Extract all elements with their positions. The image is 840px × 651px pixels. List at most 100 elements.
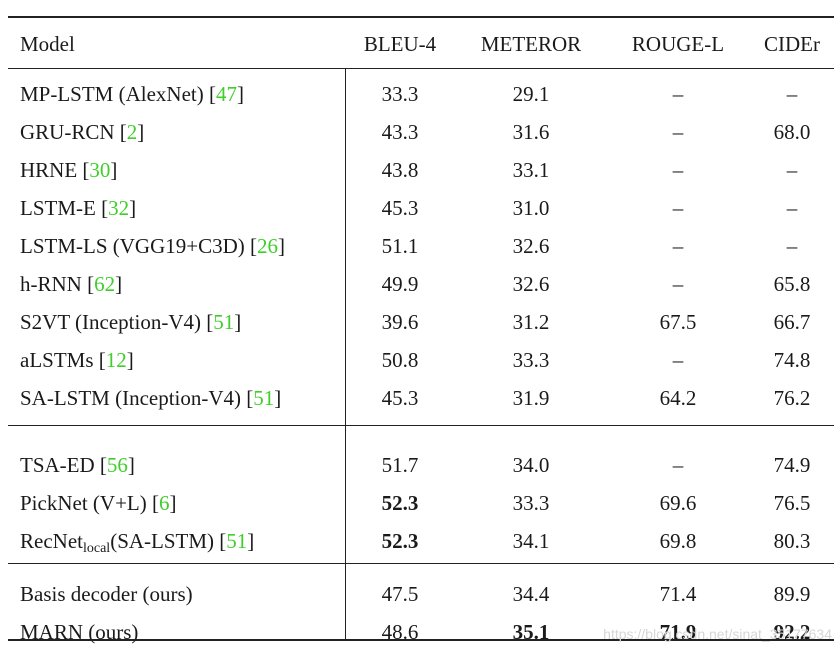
cider-score: 66.7 [773, 310, 811, 334]
cider-score: 65.8 [773, 272, 811, 296]
table-row: PickNet (V+L) [6] 52.3 33.3 69.6 76.5 [8, 484, 834, 522]
model-label: RecNet [20, 529, 83, 553]
citation-link[interactable]: 26 [257, 234, 279, 258]
meteor-score: 32.6 [512, 272, 550, 296]
meteor-score: 33.3 [512, 348, 550, 372]
table-row: GRU-RCN [2] 43.3 31.6 – 68.0 [8, 113, 834, 151]
header-rule [8, 68, 834, 69]
model-name: S2VT (Inception-V4) [51] [20, 310, 242, 334]
model-label: HRNE [20, 158, 78, 182]
model-label: GRU-RCN [20, 120, 115, 144]
bleu-score: 49.9 [381, 272, 419, 296]
table-row: S2VT (Inception-V4) [51] 39.6 31.2 67.5 66.7 [8, 303, 834, 341]
meteor-score: 31.9 [512, 386, 550, 410]
meteor-score: 34.0 [512, 453, 550, 477]
citation-link[interactable]: 62 [94, 272, 116, 296]
bleu-score: 43.3 [381, 120, 419, 144]
cider-score: 68.0 [773, 120, 811, 144]
meteor-score: 32.6 [512, 234, 550, 258]
meteor-score: 34.1 [512, 529, 550, 553]
bleu-score: 45.3 [381, 196, 419, 220]
cider-score: – [786, 158, 798, 182]
cider-score: 74.9 [773, 453, 811, 477]
bleu-score: 51.1 [381, 234, 419, 258]
citation-link[interactable]: 32 [108, 196, 130, 220]
column-separator [345, 68, 346, 640]
bleu-score: 50.8 [381, 348, 419, 372]
model-name: LSTM-LS (VGG19+C3D) [26] [20, 234, 286, 258]
bottom-rule [8, 639, 834, 641]
model-name: TSA-ED [56] [20, 453, 135, 477]
table-row: TSA-ED [56] 51.7 34.0 – 74.9 [8, 446, 834, 484]
table-row: LSTM-E [32] 45.3 31.0 – – [8, 189, 834, 227]
cider-score: 76.2 [773, 386, 811, 410]
table-row: RecNetlocal(SA-LSTM) [51] 52.3 34.1 69.8 80.… [8, 522, 834, 560]
citation-link[interactable]: 6 [158, 491, 170, 515]
cider-score: 80.3 [773, 529, 811, 553]
model-name: HRNE [30] [20, 158, 118, 182]
model-label: Basis decoder (ours) [20, 582, 193, 606]
citation-link[interactable]: 12 [105, 348, 127, 372]
table-row: SA-LSTM (Inception-V4) [51] 45.3 31.9 64.2 7… [8, 379, 834, 417]
cider-score: – [786, 234, 798, 258]
model-label: aLSTMs [20, 348, 94, 372]
citation-link[interactable]: 2 [126, 120, 138, 144]
model-name: Basis decoder (ours) [20, 575, 193, 613]
rouge-score: – [672, 348, 684, 372]
cider-score: 76.5 [773, 491, 811, 515]
rouge-score: – [672, 272, 684, 296]
rouge-score: 67.5 [659, 310, 697, 334]
bleu-score: 52.3 [381, 529, 419, 553]
rouge-score: 64.2 [659, 386, 697, 410]
cider-score: – [786, 82, 798, 106]
model-label: S2VT (Inception-V4) [20, 310, 201, 334]
model-subscript: local [82, 541, 111, 556]
citation-link[interactable]: 51 [213, 310, 235, 334]
rouge-score: – [672, 234, 684, 258]
header-rouge: ROUGE-L [631, 32, 725, 56]
top-rule [8, 16, 834, 18]
cider-score: 89.9 [773, 582, 811, 606]
bleu-score: 48.6 [381, 620, 419, 644]
model-label: h-RNN [20, 272, 82, 296]
rouge-score: 69.8 [659, 529, 697, 553]
meteor-score: 35.1 [512, 620, 550, 644]
meteor-score: 33.1 [512, 158, 550, 182]
cider-score: – [786, 196, 798, 220]
model-name: aLSTMs [12] [20, 348, 134, 372]
meteor-score: 31.0 [512, 196, 550, 220]
meteor-score: 29.1 [512, 82, 550, 106]
model-name: LSTM-E [32] [20, 196, 137, 220]
rouge-score: – [672, 120, 684, 144]
group-rule-2 [8, 563, 834, 564]
citation-link[interactable]: 30 [89, 158, 111, 182]
watermark: https://blog.csdn.net/sinat_35177634 [603, 626, 832, 642]
rouge-score: – [672, 82, 684, 106]
model-label: LSTM-LS (VGG19+C3D) [20, 234, 245, 258]
meteor-score: 31.2 [512, 310, 550, 334]
bleu-score: 47.5 [381, 582, 419, 606]
table-row: LSTM-LS (VGG19+C3D) [26] 51.1 32.6 – – [8, 227, 834, 265]
meteor-score: 33.3 [512, 491, 550, 515]
citation-link[interactable]: 51 [253, 386, 275, 410]
bleu-score: 43.8 [381, 158, 419, 182]
header-model: Model [20, 32, 75, 56]
rouge-score: – [672, 158, 684, 182]
table-row: h-RNN [62] 49.9 32.6 – 65.8 [8, 265, 834, 303]
model-label: TSA-ED [20, 453, 95, 477]
model-name: SA-LSTM (Inception-V4) [51] [20, 386, 282, 410]
table-row: MP-LSTM (AlexNet) [47] 33.3 29.1 – – [8, 75, 834, 113]
model-name: PickNet (V+L) [6] [20, 491, 177, 515]
citation-link[interactable]: 51 [226, 529, 248, 553]
model-label: PickNet (V+L) [20, 491, 147, 515]
cider-score: 74.8 [773, 348, 811, 372]
model-name: h-RNN [62] [20, 272, 123, 296]
rouge-score: – [672, 196, 684, 220]
citation-link[interactable]: 47 [215, 82, 237, 106]
citation-link[interactable]: 56 [106, 453, 128, 477]
header-bleu: BLEU-4 [363, 32, 437, 56]
header-meteor: METEROR [480, 32, 582, 56]
model-label: MP-LSTM (AlexNet) [20, 82, 204, 106]
table-row: aLSTMs [12] 50.8 33.3 – 74.8 [8, 341, 834, 379]
bleu-score: 51.7 [381, 453, 419, 477]
